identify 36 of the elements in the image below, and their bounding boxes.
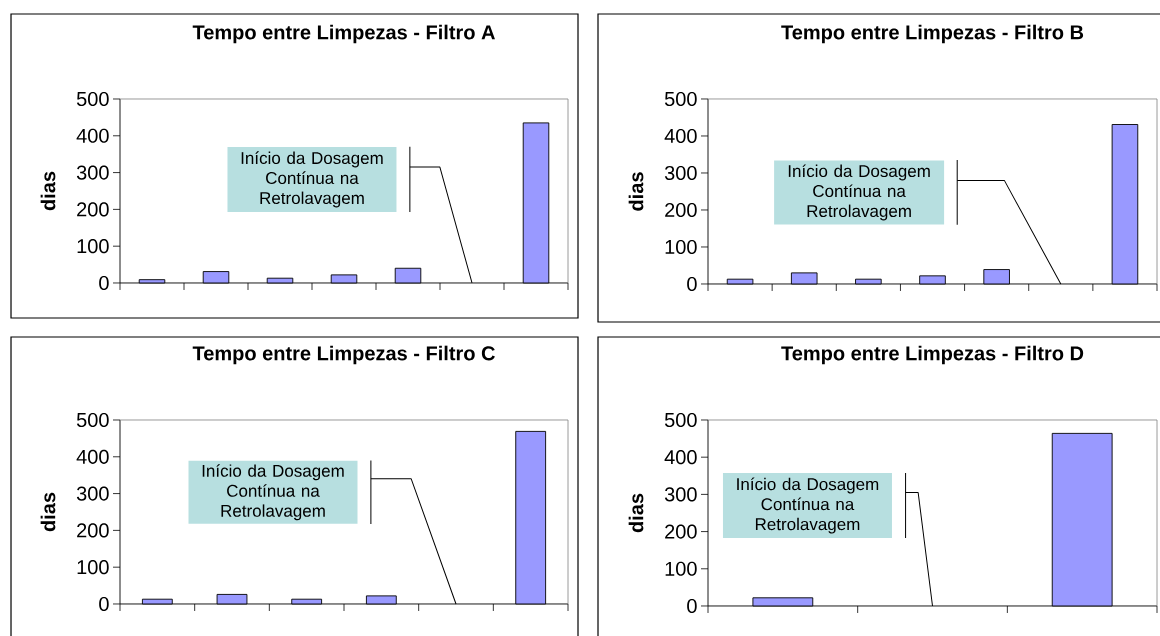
y-tick-label: 500 — [664, 91, 697, 107]
y-tick-label: 0 — [687, 598, 697, 614]
y-tick-label: 200 — [665, 524, 697, 539]
annotation: Início da Dosagem Contínua na Retrolavagem — [737, 477, 879, 534]
y-axis-title: dias — [40, 171, 56, 211]
y-axis-title: dias — [628, 493, 644, 533]
y-tick-label: 500 — [664, 412, 697, 428]
y-tick-label: 0 — [687, 276, 697, 292]
y-tick-label: 100 — [665, 239, 697, 255]
y-axis-title: dias — [628, 172, 644, 211]
y-tick-label: 400 — [76, 128, 109, 143]
annotation: Início da Dosagem Contínua na Retrolavagem — [202, 464, 344, 521]
y-axis-title: dias — [40, 492, 56, 532]
y-tick-label: 0 — [99, 596, 109, 612]
chart-title: Tempo entre Limpezas - Filtro B — [781, 24, 1084, 44]
y-tick-label: 100 — [77, 239, 109, 254]
y-tick-label: 100 — [77, 560, 109, 575]
y-tick-label: 300 — [664, 487, 697, 502]
y-tick-label: 400 — [76, 449, 109, 464]
chart-title: Tempo entre Limpezas - Filtro A — [192, 24, 495, 44]
y-tick-label: 300 — [76, 165, 109, 180]
y-tick-label: 100 — [665, 561, 697, 576]
y-tick-label: 0 — [99, 275, 109, 291]
chart-title: Tempo entre Limpezas - Filtro C — [192, 345, 495, 365]
chart-title: Tempo entre Limpezas - Filtro D — [781, 345, 1084, 365]
annotation: Início da Dosagem Contínua na Retrolavagem — [788, 164, 930, 221]
y-tick-label: 400 — [664, 128, 697, 144]
y-tick-label: 500 — [76, 91, 109, 107]
y-tick-label: 200 — [77, 523, 109, 538]
y-tick-label: 400 — [664, 450, 697, 465]
y-tick-label: 200 — [77, 202, 109, 217]
y-tick-label: 500 — [76, 412, 109, 428]
y-tick-label: 200 — [665, 202, 697, 218]
annotation: Início da Dosagem Contínua na Retrolavagem — [241, 151, 383, 208]
y-tick-label: 300 — [76, 486, 109, 501]
y-tick-label: 300 — [664, 165, 697, 181]
